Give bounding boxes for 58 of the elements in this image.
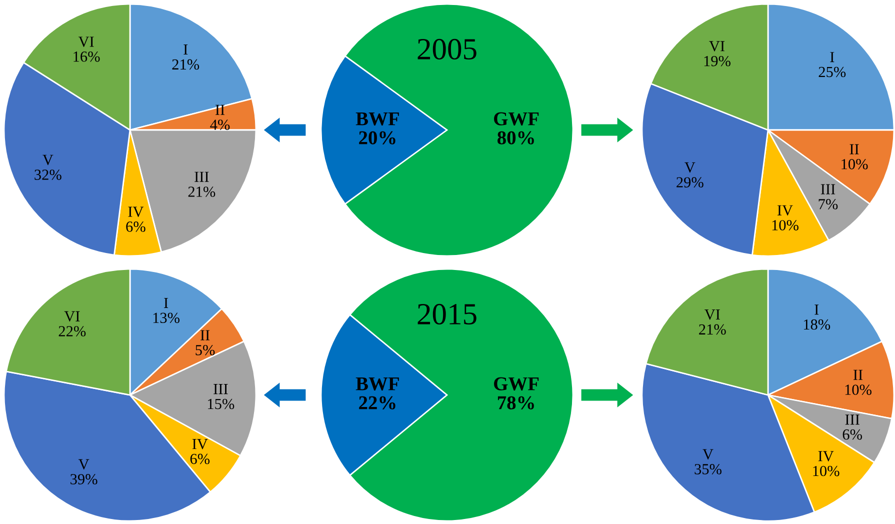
slice-label: VI xyxy=(64,311,80,322)
slice-label: II xyxy=(850,144,859,154)
data-label: 19% xyxy=(704,56,730,66)
data-label: 21% xyxy=(188,186,216,197)
data-label: 7% xyxy=(818,199,838,210)
data-label: 35% xyxy=(694,464,722,474)
text: 2015 xyxy=(418,304,476,325)
slice-label: I xyxy=(164,298,168,308)
data-label: 4% xyxy=(210,120,230,130)
data-label: 10% xyxy=(813,466,840,476)
slice-label: VI xyxy=(78,36,94,47)
slice-label: II xyxy=(200,330,210,340)
text: 2005 xyxy=(418,38,476,60)
data-label: 18% xyxy=(804,319,830,330)
data-label: 32% xyxy=(34,170,62,180)
data-label: 6% xyxy=(842,429,862,440)
slice-label: IV xyxy=(192,439,208,450)
data-label: 16% xyxy=(74,51,100,62)
slice-label: BWF xyxy=(356,112,399,126)
data-label: 6% xyxy=(126,222,146,232)
data-label: 22% xyxy=(359,396,396,410)
slice-label: V xyxy=(684,162,696,173)
slice-label: IV xyxy=(818,451,834,462)
slice-label: V xyxy=(42,154,54,166)
slice-label: III xyxy=(845,414,860,425)
data-label: 15% xyxy=(208,398,234,410)
slice-label: I xyxy=(814,304,819,315)
data-label: 6% xyxy=(190,454,210,464)
slice-label: V xyxy=(78,459,90,470)
data-label: 78% xyxy=(498,396,534,410)
slice-label: III xyxy=(214,384,228,394)
slice-label: III xyxy=(820,184,836,194)
slice-label: GWF xyxy=(494,377,539,390)
slice-label: III xyxy=(194,172,209,182)
slice-label: II xyxy=(853,370,863,380)
data-label: 10% xyxy=(842,159,868,170)
data-label: 10% xyxy=(772,220,798,230)
data-label: 21% xyxy=(699,324,726,335)
data-label: 10% xyxy=(845,384,872,395)
slice-label: II xyxy=(215,104,225,115)
slice-label: I xyxy=(830,52,834,62)
data-label: 80% xyxy=(498,131,534,144)
slice-label: IV xyxy=(777,205,793,216)
data-label: 29% xyxy=(676,177,704,188)
data-label: 21% xyxy=(172,59,200,70)
data-label: 39% xyxy=(70,474,98,484)
legend-label: GWF xyxy=(494,112,539,126)
slice-label: VI xyxy=(709,41,725,52)
slice-label: IV xyxy=(128,206,144,217)
data-label: 22% xyxy=(58,326,86,336)
slice-label: V xyxy=(702,449,714,460)
slice-label: I xyxy=(184,44,188,55)
data-label: 20% xyxy=(359,131,396,144)
data-label: 5% xyxy=(196,344,215,356)
slice-label: VI xyxy=(704,310,720,320)
slice-label: BWF xyxy=(356,377,399,390)
data-label: 13% xyxy=(153,312,180,324)
data-label: 25% xyxy=(818,66,846,78)
